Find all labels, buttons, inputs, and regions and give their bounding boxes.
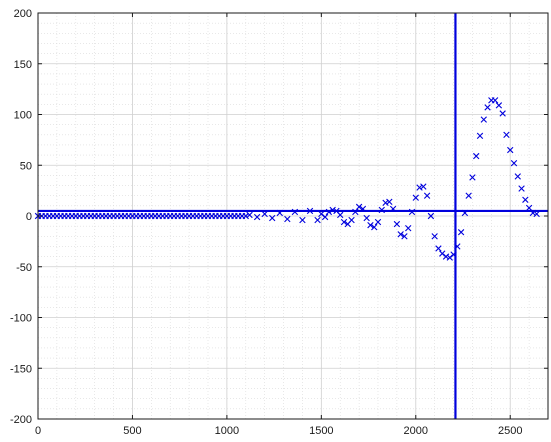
data-point	[416, 184, 423, 191]
data-point	[314, 216, 321, 224]
data-point	[529, 209, 537, 217]
data-point	[374, 218, 382, 226]
grid	[37, 12, 549, 420]
data-point	[510, 160, 518, 167]
data-point	[514, 173, 521, 180]
data-point	[518, 185, 525, 192]
data-point	[276, 209, 283, 217]
data-point	[386, 198, 393, 205]
y-tick-label: 0	[26, 211, 32, 223]
y-tick-label: -150	[10, 363, 32, 375]
data-point	[442, 253, 450, 260]
data-point	[465, 192, 472, 199]
x-tick-label: 1000	[215, 425, 239, 437]
data-point	[329, 206, 336, 214]
data-point	[348, 216, 355, 224]
data-point	[284, 215, 291, 223]
x-tick-label: 0	[35, 425, 41, 437]
data-point	[423, 192, 431, 199]
x-tick-label: 2000	[404, 425, 428, 437]
data-point	[401, 233, 408, 240]
y-tick-label: 100	[14, 110, 32, 122]
data-point	[420, 183, 427, 190]
y-tick-label: 50	[20, 160, 32, 172]
data-point	[378, 206, 385, 214]
x-tick-label: 2500	[498, 425, 522, 437]
data-point	[533, 210, 540, 218]
data-point	[261, 210, 268, 218]
data-point	[408, 208, 416, 216]
data-point	[431, 233, 438, 240]
data-point	[352, 208, 359, 216]
data-point	[359, 205, 367, 213]
y-tick-label: 200	[14, 8, 32, 20]
data-point	[435, 245, 442, 252]
data-point	[522, 196, 529, 203]
data-point	[461, 209, 469, 217]
data-point	[337, 211, 344, 219]
data-point	[473, 152, 480, 160]
data-point	[371, 223, 378, 231]
data-point	[393, 220, 401, 228]
data-point	[325, 208, 333, 216]
data-point	[367, 221, 374, 229]
data-point	[389, 205, 397, 213]
y-tick-label: -50	[16, 262, 32, 274]
data-point	[495, 102, 503, 109]
data-point	[476, 132, 484, 140]
data-point	[382, 199, 389, 206]
data-point	[503, 131, 510, 138]
data-point	[454, 243, 461, 250]
data-markers	[34, 97, 540, 261]
data-point	[291, 208, 299, 216]
axis-ticks	[37, 12, 548, 420]
y-tick-label: 150	[14, 59, 32, 71]
data-point	[340, 218, 348, 226]
data-point	[306, 207, 314, 215]
data-point	[469, 174, 476, 181]
data-point	[321, 213, 329, 221]
data-point	[507, 146, 514, 154]
data-point	[253, 213, 261, 221]
data-point	[363, 214, 370, 222]
data-point	[499, 110, 506, 117]
data-point	[427, 212, 435, 220]
data-point	[480, 116, 487, 123]
data-point	[484, 104, 491, 111]
data-point	[491, 97, 499, 104]
data-point	[412, 194, 419, 201]
y-tick-label: -100	[10, 313, 32, 325]
data-point	[525, 204, 533, 212]
data-point	[405, 224, 412, 232]
data-point	[246, 211, 253, 219]
data-point	[397, 231, 404, 238]
x-tick-label: 1500	[309, 425, 333, 437]
data-point	[299, 216, 306, 224]
data-point	[355, 203, 363, 211]
data-point	[242, 212, 249, 220]
tick-labels: 0 500 1000 1500 2000 2500 -200 -150 -100 -50 0 50 10…	[10, 8, 522, 437]
data-point	[269, 214, 276, 222]
x-tick-label: 500	[123, 425, 141, 437]
data-point	[450, 251, 457, 258]
data-point	[457, 229, 465, 236]
y-tick-label: -200	[10, 414, 32, 426]
